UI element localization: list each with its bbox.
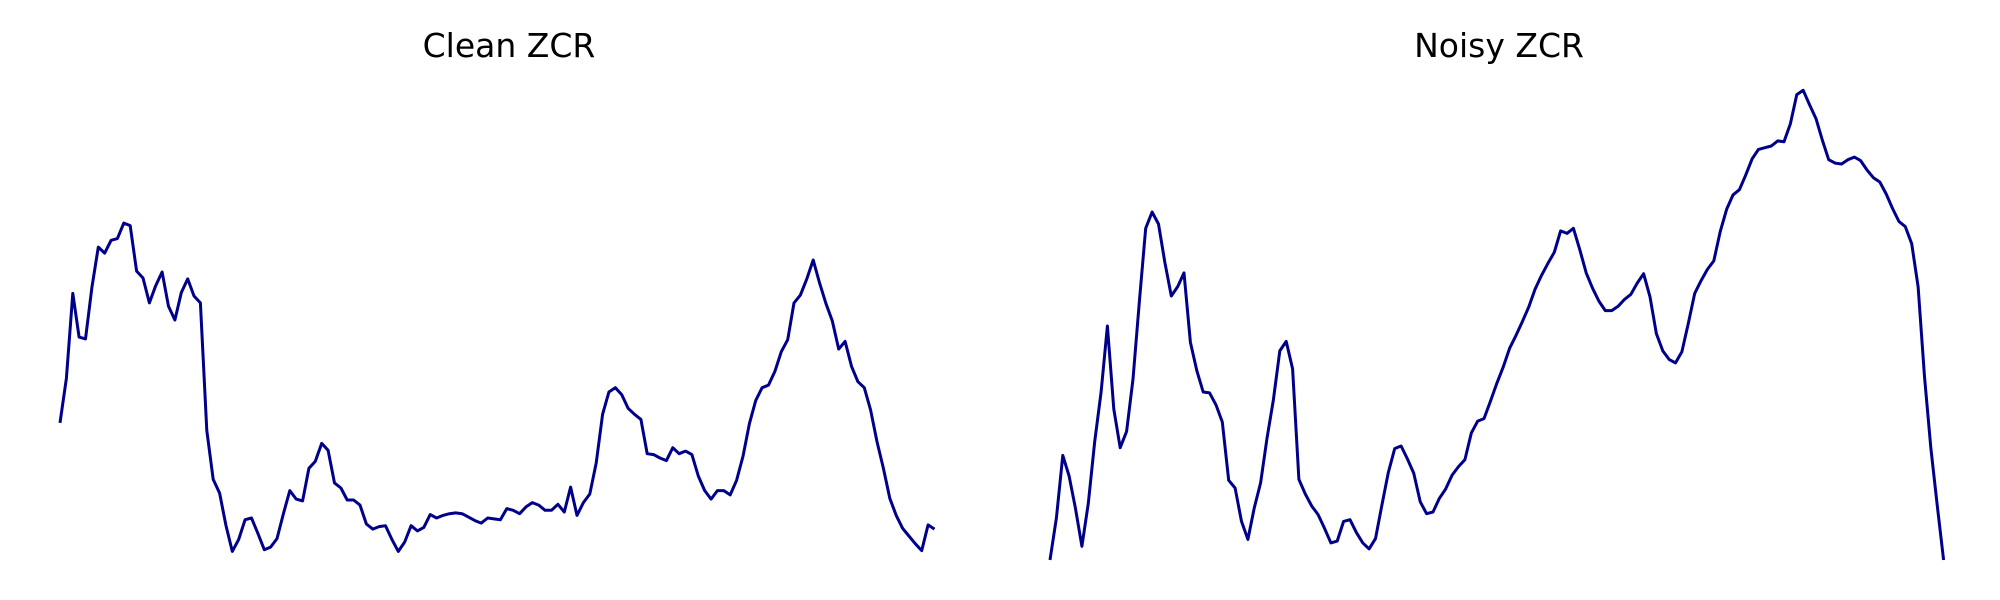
clean-zcr-title: Clean ZCR (423, 26, 596, 65)
noisy-zcr-panel: Noisy ZCR (1048, 26, 1946, 561)
noisy-zcr-title: Noisy ZCR (1414, 26, 1584, 65)
clean-zcr-line (58, 221, 936, 553)
noisy-zcr-line (1048, 88, 1946, 561)
clean-zcr-panel: Clean ZCR (58, 26, 936, 553)
